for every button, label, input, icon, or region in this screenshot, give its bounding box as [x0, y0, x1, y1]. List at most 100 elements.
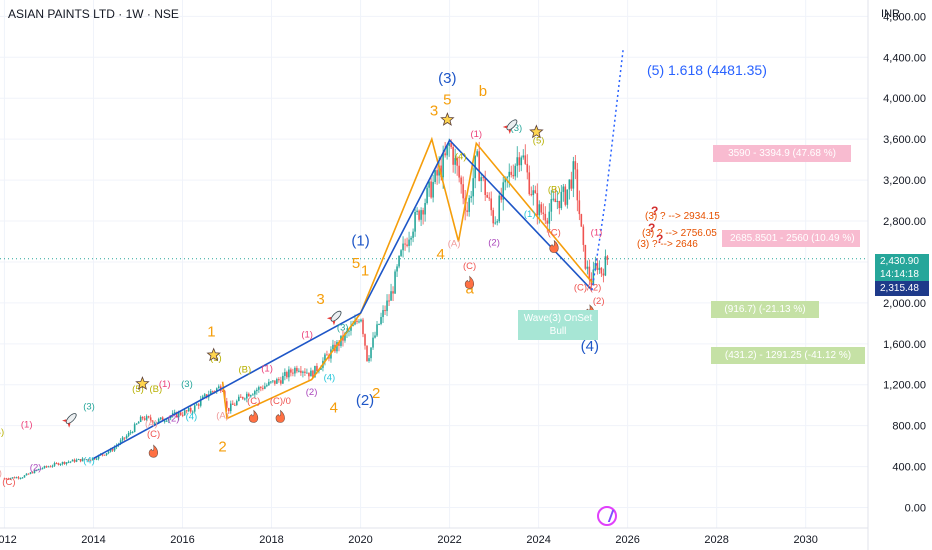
candle-body — [135, 423, 138, 425]
wave-label: (3) — [337, 323, 349, 334]
candle-body — [217, 386, 220, 389]
wave-label: (2) — [488, 238, 500, 249]
candle-body — [5, 478, 8, 480]
candle-body — [47, 466, 50, 468]
candle-body — [368, 358, 370, 362]
wave-label: (4) — [324, 373, 336, 384]
fire-icon — [549, 239, 559, 253]
y-tick-label: 4,800.00 — [883, 11, 926, 23]
candle-body — [35, 470, 38, 472]
x-tick-label: 2028 — [704, 534, 728, 546]
wave-label: (B) — [238, 364, 251, 375]
candle-body — [338, 341, 340, 346]
candle-body — [187, 407, 190, 412]
fire-icon — [275, 409, 285, 423]
candle-body — [530, 194, 533, 196]
candle-body — [592, 269, 595, 285]
candle-body — [25, 473, 28, 476]
star-icon — [440, 112, 455, 126]
candle-body — [254, 391, 256, 395]
candle-body — [278, 379, 280, 381]
candle-body — [418, 210, 420, 220]
rocket-icon — [62, 413, 77, 428]
wave-label: (B) — [149, 384, 162, 395]
wave-label: (2) — [168, 414, 180, 425]
wave-label: (2) — [306, 387, 318, 398]
candle-body — [129, 432, 132, 434]
candle-body — [131, 431, 134, 433]
candle-body — [101, 454, 104, 456]
candle-body — [556, 200, 559, 203]
wave-label: (1) — [591, 227, 603, 238]
candle-body — [408, 239, 410, 246]
candle-body — [470, 196, 472, 198]
candle-body — [240, 396, 242, 398]
candle-body — [370, 347, 372, 359]
tradingview-logo-icon[interactable] — [597, 506, 617, 526]
candle-body — [528, 172, 531, 195]
candle-body — [215, 388, 218, 392]
candle-body — [580, 214, 583, 227]
candle-body — [430, 181, 432, 198]
candle-body — [242, 397, 244, 399]
candle-body — [197, 404, 200, 406]
candle-body — [310, 370, 312, 377]
candle-body — [384, 310, 386, 312]
candle-body — [460, 177, 462, 185]
candle-body — [173, 412, 176, 414]
candle-body — [59, 463, 62, 465]
candle-body — [280, 380, 282, 384]
candle-body — [105, 453, 108, 455]
candle-body — [448, 142, 450, 146]
candle-body — [314, 365, 316, 378]
candle-body — [442, 153, 444, 178]
candle-body — [145, 416, 148, 420]
symbol-title[interactable]: ASIAN PAINTS LTD · 1W · NSE — [8, 7, 179, 21]
candle-body — [71, 459, 74, 462]
candle-body — [27, 473, 30, 475]
candle-body — [372, 337, 374, 348]
candle-body — [390, 291, 392, 301]
candle-body — [324, 354, 326, 361]
candle-body — [290, 369, 292, 373]
candle-body — [225, 401, 228, 408]
candle-body — [51, 465, 54, 467]
candle-body — [37, 468, 40, 471]
candle-body — [536, 193, 539, 216]
currency-label: INR — [881, 8, 900, 20]
candle-body — [354, 320, 356, 325]
candle-body — [304, 371, 306, 373]
candle-body — [472, 178, 474, 197]
candle-body — [476, 151, 478, 156]
candle-body — [506, 176, 509, 178]
target-label-1: (3) ? --> 2934.15 — [645, 211, 720, 222]
candle-body — [562, 186, 565, 192]
candle-body — [378, 323, 380, 325]
candle-body — [7, 478, 10, 480]
candle-body — [203, 394, 206, 397]
wave-label: (5) — [533, 135, 545, 146]
candle-body — [606, 256, 609, 260]
candle-body — [85, 459, 88, 461]
candle-body — [75, 459, 78, 462]
candle-body — [566, 189, 569, 205]
candle-body — [560, 191, 563, 209]
countdown-tag: 14:14:18 — [875, 267, 929, 282]
projection-line — [591, 48, 624, 291]
y-tick-label: 3,600.00 — [883, 134, 926, 146]
candle-body — [288, 369, 290, 378]
candle-body — [326, 354, 328, 356]
candle-body — [486, 194, 488, 198]
candle-body — [404, 243, 406, 245]
candle-body — [109, 448, 112, 452]
major-wave-label: 1 — [361, 262, 369, 279]
candle-body — [248, 393, 250, 397]
x-tick-label: 2012 — [0, 534, 17, 546]
candle-body — [438, 165, 440, 176]
candle-body — [402, 243, 404, 251]
major-wave-label: 4 — [437, 246, 445, 263]
candle-body — [205, 394, 208, 398]
zone-label-1: 3590 - 3394.9 (47.68 %) — [713, 145, 851, 162]
candle-body — [195, 404, 198, 406]
